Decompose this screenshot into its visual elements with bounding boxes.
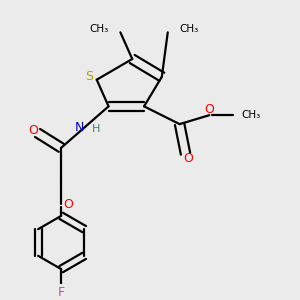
Text: O: O [184,152,194,165]
Text: F: F [58,286,65,299]
Text: CH₃: CH₃ [89,24,109,34]
Text: CH₃: CH₃ [242,110,261,120]
Text: H: H [92,124,100,134]
Text: O: O [204,103,214,116]
Text: S: S [85,70,93,83]
Text: O: O [64,197,74,211]
Text: N: N [75,121,84,134]
Text: CH₃: CH₃ [180,24,199,34]
Text: O: O [28,124,38,136]
